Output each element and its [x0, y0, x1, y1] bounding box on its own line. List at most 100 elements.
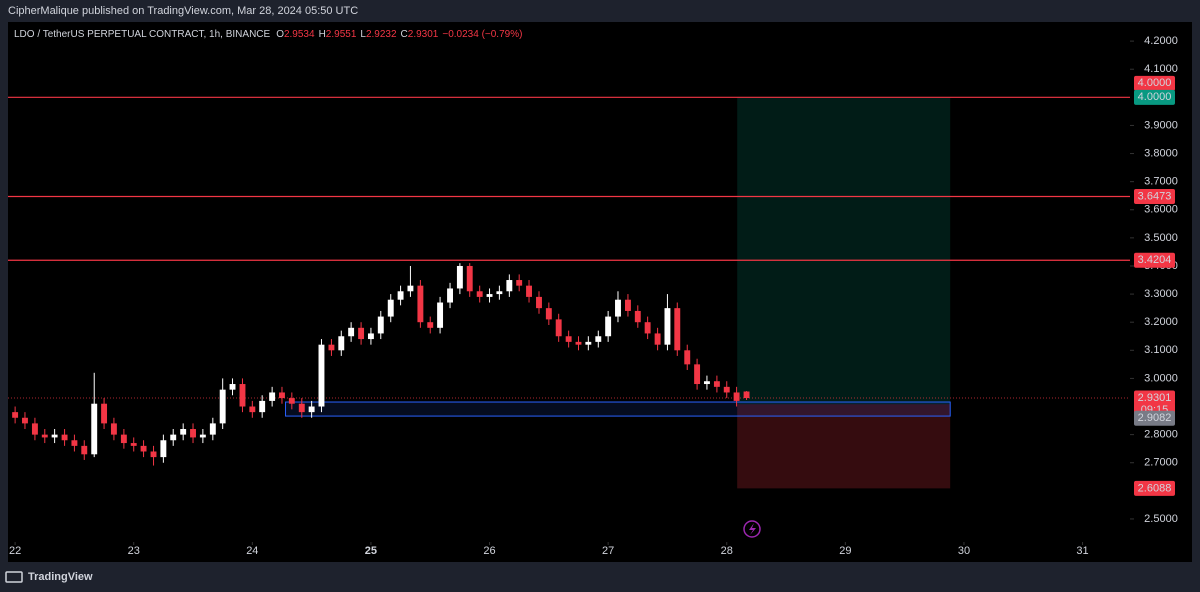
- candle-body: [61, 434, 68, 441]
- ohlc-value: 2.9232: [365, 29, 397, 40]
- candle-body: [170, 434, 177, 441]
- candle-body: [575, 341, 582, 345]
- candle-body: [219, 389, 226, 424]
- y-tick-label: 2.8000: [1144, 429, 1178, 441]
- y-tick-label: 3.2000: [1144, 316, 1178, 328]
- candle-body: [348, 327, 355, 337]
- candle-body: [634, 310, 641, 323]
- level-tag-bg: [1134, 188, 1175, 204]
- candle-body: [140, 445, 147, 452]
- candle-body: [239, 384, 246, 407]
- last-price-tag-bg: [1134, 390, 1175, 406]
- candle-body: [318, 344, 325, 407]
- level-tag: 4.0000: [1138, 77, 1172, 89]
- layer: [8, 96, 1130, 489]
- candle-body: [298, 403, 305, 413]
- level-tag: 3.4204: [1138, 254, 1172, 266]
- x-tick-label: 31: [1076, 545, 1088, 557]
- candle-body: [713, 381, 720, 387]
- last-price-tag: 2.9301: [1138, 392, 1172, 404]
- candle-body: [437, 302, 444, 328]
- candle-body: [447, 288, 453, 303]
- candle-body: [91, 403, 98, 455]
- candle-body: [723, 386, 730, 393]
- y-tick-label: 2.5000: [1144, 513, 1178, 525]
- y-tick-label: 3.3000: [1144, 288, 1178, 300]
- position-stop: [737, 404, 951, 489]
- layer: 4.2000 4.1000 3.9000 3.8000 3.7000 3.6000 3.50…: [9, 35, 1178, 557]
- candle-body: [407, 285, 414, 292]
- ohlc-label: C: [400, 29, 408, 40]
- candle-body: [150, 451, 157, 458]
- candle-body: [328, 344, 335, 351]
- x-tick-label: 26: [483, 545, 495, 557]
- y-tick-label: 3.5000: [1144, 232, 1178, 244]
- stop-tag: 2.6088: [1138, 482, 1172, 494]
- candle-body: [674, 308, 681, 351]
- candle-body: [22, 417, 28, 424]
- candle-body: [684, 350, 691, 365]
- level-tag-bg: [1134, 75, 1175, 91]
- ohlc-change: −0.0234 (−0.79%): [442, 29, 523, 40]
- candle-body: [120, 434, 127, 444]
- x-tick-label: 23: [128, 545, 140, 557]
- candle-body: [585, 341, 592, 345]
- zone: [285, 401, 951, 417]
- candle-body: [249, 406, 256, 413]
- candle-body: [338, 336, 345, 351]
- ohlc-value: 2.9551: [325, 29, 357, 40]
- candle-body: [229, 384, 236, 390]
- x-tick-label: 22: [9, 545, 21, 557]
- candle-body: [387, 299, 394, 317]
- candle-body: [664, 308, 671, 345]
- position-target: [737, 97, 951, 405]
- candle-body: [565, 336, 572, 342]
- candle-body: [110, 423, 117, 435]
- candle-body: [703, 381, 710, 385]
- candle-body: [397, 291, 404, 300]
- candle-body: [496, 291, 503, 295]
- y-tick-label: 3.7000: [1144, 176, 1178, 188]
- level-tag-bg: [1134, 252, 1175, 268]
- y-tick-label: 3.6000: [1144, 204, 1178, 216]
- candle-body: [51, 434, 58, 438]
- candle-body: [71, 440, 78, 446]
- target-tag-bg: [1134, 89, 1175, 105]
- candle-body: [259, 400, 266, 413]
- candle-body: [605, 316, 612, 337]
- x-tick-label: 28: [721, 545, 733, 557]
- y-tick-label: 3.9000: [1144, 119, 1178, 131]
- candle-body: [427, 322, 434, 328]
- y-tick-label: 2.7000: [1144, 457, 1178, 469]
- candle-body: [180, 429, 187, 435]
- candle-body: [526, 285, 532, 297]
- candle-body: [130, 443, 137, 446]
- x-tick-label: 29: [839, 545, 851, 557]
- candle-body: [417, 285, 424, 323]
- candle-body: [160, 440, 167, 458]
- candle-body: [358, 327, 365, 340]
- chart-background: [8, 22, 1192, 562]
- candle-body: [101, 403, 108, 424]
- candle-body: [615, 299, 621, 317]
- candle-body: [367, 333, 374, 340]
- candle-body: [288, 398, 295, 404]
- entry-tag-bg: [1134, 410, 1175, 426]
- candle-body: [545, 308, 552, 320]
- entry-tag: 2.9082: [1138, 412, 1172, 424]
- y-tick-label: 4.2000: [1144, 35, 1178, 47]
- ohlc-value: 2.9301: [407, 29, 439, 40]
- candle-body: [486, 294, 493, 297]
- candle-body: [269, 392, 276, 401]
- candle-body: [555, 319, 562, 337]
- candle-body: [506, 280, 513, 292]
- candle-body: [466, 265, 473, 292]
- ohlc-label: O: [276, 29, 284, 40]
- ohlc-label: L: [360, 29, 366, 40]
- candle-body: [190, 429, 196, 438]
- layer: [12, 263, 750, 466]
- footer: TradingView: [28, 571, 93, 583]
- y-tick-label: 3.1000: [1144, 344, 1178, 356]
